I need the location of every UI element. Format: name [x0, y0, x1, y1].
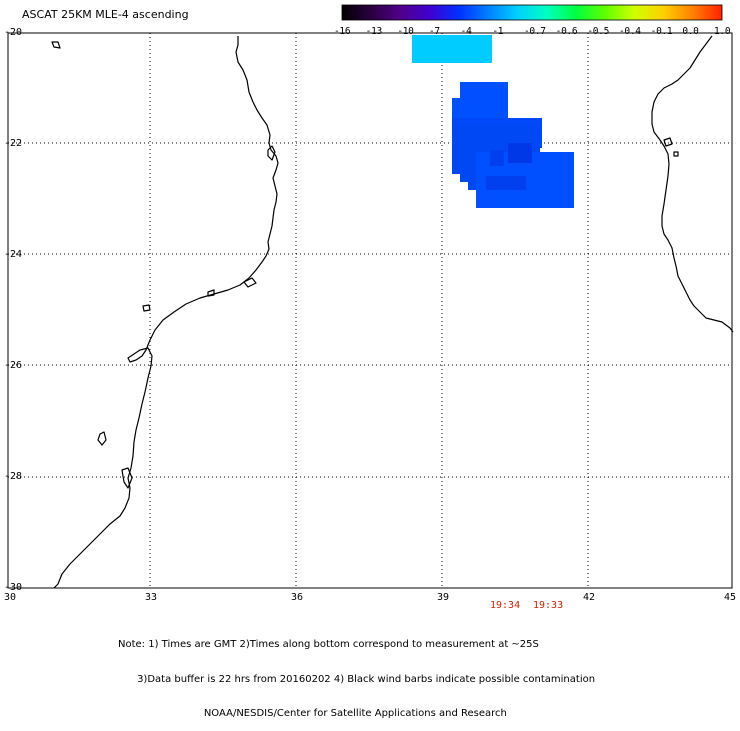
coastline-island	[243, 277, 257, 288]
swath-cell-darker	[508, 143, 532, 163]
swath-cell-darker	[486, 176, 526, 190]
time-label: 19:33	[533, 600, 564, 611]
colorbar-tick-label: -1	[492, 26, 504, 37]
colorbar-tick-label: -16	[334, 26, 351, 37]
map-title: ASCAT 25KM MLE-4 ascending	[22, 8, 189, 21]
swath-cell-cyan	[412, 35, 492, 63]
coastline-island	[207, 289, 215, 297]
coastline-island	[121, 467, 133, 489]
y-tick-label: -22	[4, 138, 23, 149]
coastline-island	[97, 431, 107, 446]
colorbar-tick-label: -7	[429, 26, 440, 37]
x-tick-label: 30	[4, 592, 17, 603]
colorbar-tick-label: 1.0	[714, 26, 731, 37]
gridlines	[8, 33, 732, 588]
y-tick-label: -26	[4, 360, 23, 371]
colorbar-tick-label: -0.5	[587, 26, 610, 37]
x-tick-label: 45	[724, 592, 737, 603]
colorbar-tick-label: -10	[397, 26, 414, 37]
swath-cell-darker	[490, 150, 504, 166]
x-tick-label: 33	[145, 592, 158, 603]
colorbar-tick-label: -0.7	[524, 26, 546, 37]
note-line: Note: 1) Times are GMT 2)Times along bot…	[118, 639, 539, 650]
x-tick-label: 36	[291, 592, 304, 603]
colorbar	[341, 4, 723, 21]
coastline-island	[673, 151, 679, 157]
x-tick-label: 42	[583, 592, 596, 603]
map-frame	[7, 32, 733, 589]
coastline	[51, 35, 734, 589]
y-tick-label: -20	[4, 27, 23, 38]
y-tick-label: -30	[4, 582, 23, 593]
note-line: NOAA/NESDIS/Center for Satellite Applica…	[118, 708, 507, 719]
colorbar-tick-label: 0.0	[682, 26, 699, 37]
coastline-island	[142, 304, 151, 312]
map-canvas	[7, 4, 734, 589]
coastline-island	[51, 41, 61, 49]
colorbar-tick-label: -4	[460, 26, 472, 37]
swath-cells	[412, 35, 574, 208]
colorbar-tick-label: -0.1	[650, 26, 673, 37]
y-tick-label: -24	[4, 249, 23, 260]
note-line: 3)Data buffer is 22 hrs from 20160202 4)…	[118, 673, 596, 685]
time-label: 19:34	[490, 600, 521, 611]
swath-cell-blue	[476, 190, 572, 208]
coastline-island	[663, 137, 673, 147]
coastline-madagascar	[651, 35, 734, 333]
colorbar-tick-label: -0.4	[619, 26, 641, 37]
colorbar-tick-label: -13	[365, 26, 383, 37]
colorbar-tick-label: -0.6	[555, 26, 578, 37]
y-tick-label: -28	[4, 471, 23, 482]
x-tick-label: 39	[437, 592, 450, 603]
coastline-africa	[53, 36, 279, 589]
footer-notes: Note: 1) Times are GMT 2)Times along bot…	[118, 616, 595, 731]
colorbar-gradient	[341, 4, 723, 21]
coastline-island	[267, 145, 276, 161]
